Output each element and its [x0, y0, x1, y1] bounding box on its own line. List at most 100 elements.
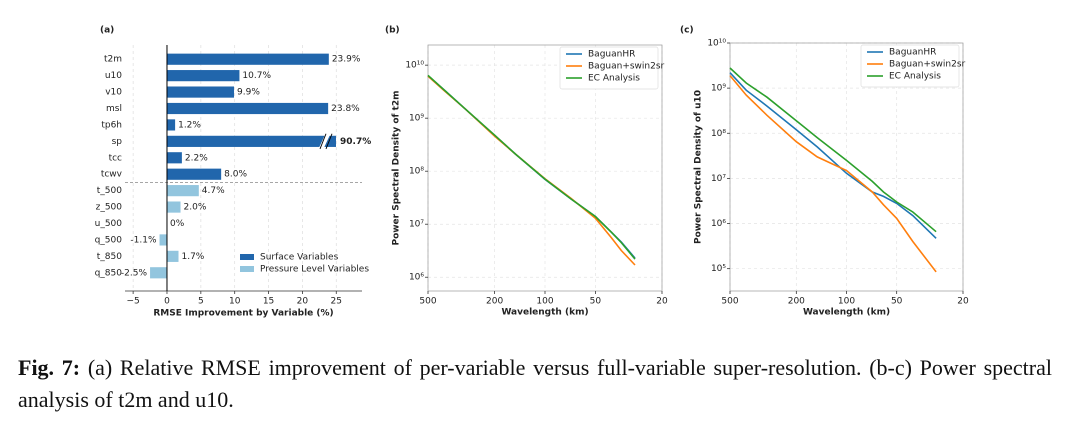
x-tick-label: 500 — [419, 297, 436, 307]
bar — [166, 70, 240, 82]
x-tick-label: 100 — [536, 297, 553, 307]
y-tick-label: q_850 — [95, 268, 123, 278]
x-axis-label: Wavelength (km) — [803, 308, 890, 318]
y-tick-label: t_500 — [97, 186, 122, 196]
legend-box — [860, 44, 960, 88]
bar — [166, 201, 181, 213]
y-tick-label: 10⁶ — [711, 219, 726, 229]
break-mark — [319, 133, 327, 150]
x-tick-label: 100 — [838, 297, 855, 307]
series-line — [427, 74, 636, 260]
legend-label: Baguan+swin2sr — [588, 62, 665, 72]
y-tick-label: z_500 — [96, 203, 123, 213]
y-axis-label: Power Spectral Density of t2m — [392, 90, 402, 245]
y-tick-label: msl — [106, 104, 122, 114]
y-tick-label: tcwv — [101, 170, 123, 180]
break-mark — [325, 133, 333, 150]
value-label: 2.2% — [185, 153, 208, 163]
caption-label: Fig. 7: — [18, 355, 81, 380]
bar — [150, 267, 167, 279]
y-tick-label: tp6h — [101, 120, 122, 130]
bar — [166, 135, 336, 147]
bar — [166, 102, 329, 115]
y-tick-label: 10⁸ — [711, 129, 726, 139]
x-tick-label: 50 — [590, 297, 602, 307]
value-label: 90.7% — [340, 137, 371, 147]
y-tick-label: 10⁸ — [409, 167, 424, 177]
bar — [166, 250, 179, 262]
x-tick-label: −5 — [126, 297, 139, 307]
value-label: 8.0% — [224, 170, 247, 180]
y-tick-label: tcc — [109, 153, 122, 163]
x-tick-label: 20 — [656, 297, 668, 307]
value-label: 0% — [170, 219, 185, 229]
value-label: -1.1% — [130, 235, 157, 245]
legend-label: BaguanHR — [889, 48, 936, 58]
legend-swatch — [240, 266, 254, 272]
bar — [159, 234, 167, 246]
y-tick-label: v10 — [105, 88, 122, 98]
value-label: 9.9% — [237, 88, 260, 98]
x-tick-label: 200 — [788, 297, 805, 307]
legend-label: Baguan+swin2sr — [889, 60, 966, 70]
value-label: 4.7% — [202, 186, 225, 196]
x-tick-label: 20 — [957, 297, 969, 307]
series-line — [427, 75, 636, 266]
legend-label: Surface Variables — [260, 253, 339, 263]
bar — [166, 185, 199, 197]
value-label: 1.2% — [178, 120, 201, 130]
y-tick-label: u_500 — [95, 219, 123, 229]
y-tick-label: 10⁶ — [409, 273, 424, 283]
y-tick-label: 10⁹ — [711, 84, 726, 94]
value-label: 1.7% — [181, 252, 204, 262]
y-tick-label: 10¹⁰ — [405, 61, 424, 71]
y-tick-label: q_500 — [95, 235, 123, 245]
value-label: 23.8% — [331, 104, 360, 114]
x-tick-label: 0 — [164, 297, 170, 307]
legend-label: EC Analysis — [889, 72, 941, 82]
x-tick-label: 5 — [198, 297, 204, 307]
x-tick-label: 20 — [297, 297, 309, 307]
y-tick-label: 10⁷ — [711, 174, 726, 184]
figure: (a) −5 0 5 10 15 20 25 t2m u10 v10 msl tp6h sp tcc tcwv… — [95, 26, 969, 319]
legend-label: BaguanHR — [588, 50, 635, 60]
series-line — [729, 67, 937, 233]
x-tick-label: 50 — [891, 297, 903, 307]
value-label: 2.0% — [184, 203, 207, 213]
legend-box — [559, 46, 659, 90]
y-tick-label: 10¹⁰ — [707, 39, 726, 49]
legend-swatch — [240, 254, 254, 260]
y-axis-label: Power Spectral Density of u10 — [694, 90, 704, 244]
panel-title: (a) — [100, 26, 114, 36]
bar — [166, 119, 176, 131]
x-tick-label: 25 — [331, 297, 342, 307]
y-tick-label: 10⁵ — [711, 264, 726, 274]
y-tick-label: 10⁷ — [409, 220, 424, 230]
y-tick-label: t_850 — [97, 252, 122, 262]
y-tick-label: 10⁹ — [409, 114, 424, 124]
y-tick-label: u10 — [105, 71, 122, 81]
panel-title: (c) — [680, 26, 694, 36]
legend-label: EC Analysis — [588, 74, 640, 84]
panel-title: (b) — [385, 26, 400, 36]
series-line — [729, 75, 937, 273]
y-tick-label: t2m — [104, 55, 122, 65]
y-tick-label: sp — [112, 137, 123, 147]
value-label: 10.7% — [242, 71, 271, 81]
series-line — [729, 72, 937, 239]
bar — [166, 168, 222, 180]
caption: Fig. 7: (a) Relative RMSE improvement of… — [18, 352, 1052, 416]
x-axis-label: Wavelength (km) — [501, 308, 588, 318]
x-tick-label: 500 — [721, 297, 738, 307]
x-tick-label: 200 — [486, 297, 503, 307]
legend-label: Pressure Level Variables — [260, 265, 369, 275]
x-tick-label: 15 — [263, 297, 274, 307]
bar — [166, 86, 235, 98]
value-label: 23.9% — [332, 55, 361, 65]
bar — [166, 53, 329, 65]
bar — [166, 152, 182, 164]
x-tick-label: 10 — [229, 297, 241, 307]
x-axis-label: RMSE Improvement by Variable (%) — [153, 309, 333, 319]
value-label: -2.5% — [121, 268, 148, 278]
